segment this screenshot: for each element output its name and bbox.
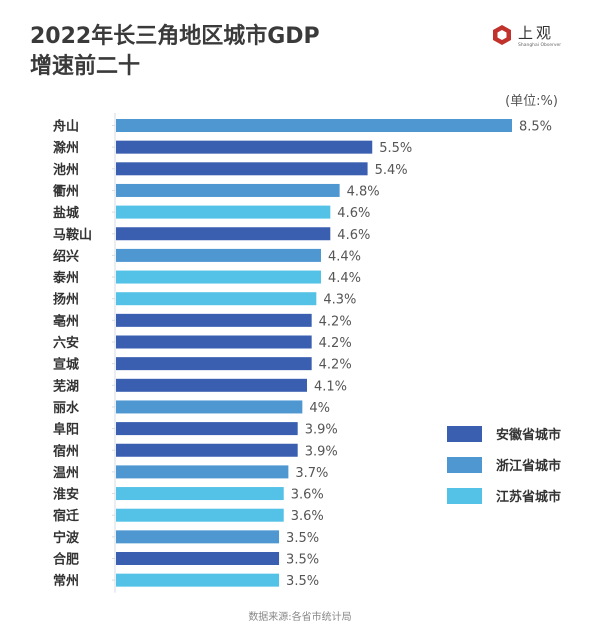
- value-label: 4.4%: [328, 249, 361, 264]
- value-label: 5.5%: [379, 141, 412, 156]
- value-label: 4.2%: [319, 358, 352, 373]
- bar-常州: [116, 573, 280, 587]
- category-label: 马鞍山: [53, 227, 92, 243]
- legend: 安徽省城市 浙江省城市 江苏省城市: [447, 418, 561, 511]
- bar-泰州: [116, 270, 321, 284]
- legend-label-jiangsu: 江苏省城市: [496, 490, 562, 505]
- bar-滁州: [116, 140, 373, 154]
- value-label: 3.9%: [305, 423, 338, 438]
- category-label: 阜阳: [53, 422, 79, 438]
- category-label: 宣城: [53, 357, 79, 373]
- bar-温州: [116, 465, 289, 479]
- value-label: 3.6%: [291, 488, 324, 503]
- category-label: 常州: [53, 573, 79, 589]
- value-label: 4.4%: [328, 271, 361, 286]
- bar-六安: [116, 335, 312, 349]
- chart-title: 2022年长三角地区城市GDP 增速前二十: [30, 22, 320, 82]
- value-label: 4.1%: [314, 379, 347, 394]
- logo-text-cn: 上观: [518, 24, 555, 42]
- value-label: 3.5%: [286, 574, 319, 589]
- shanghai-observer-logo: 上观 Shanghai Observer: [491, 20, 591, 56]
- category-label: 宿迁: [53, 508, 79, 524]
- category-label: 宿州: [53, 443, 79, 459]
- source-note: 数据来源:各省市统计局: [248, 612, 352, 623]
- category-label: 滁州: [53, 140, 79, 156]
- category-label: 绍兴: [53, 248, 79, 264]
- legend-label-anhui: 安徽省城市: [496, 428, 562, 443]
- value-label: 3.5%: [286, 553, 319, 568]
- bar-芜湖: [116, 378, 308, 392]
- bar-宣城: [116, 357, 312, 371]
- bar-衢州: [116, 183, 340, 197]
- value-label: 4.8%: [347, 184, 380, 199]
- bar-盐城: [116, 205, 331, 219]
- value-label: 4.6%: [337, 206, 370, 221]
- bar-绍兴: [116, 248, 321, 262]
- unit-label: (单位:%): [505, 94, 558, 109]
- bar-舟山: [116, 119, 512, 132]
- value-label: 3.6%: [291, 509, 324, 524]
- bar-阜阳: [116, 422, 298, 436]
- bar-宿州: [116, 443, 298, 457]
- bar-淮安: [116, 487, 284, 501]
- category-label: 泰州: [52, 270, 79, 286]
- value-label: 4.2%: [319, 336, 352, 351]
- legend-item-anhui: 安徽省城市: [447, 418, 561, 449]
- bar-马鞍山: [116, 227, 331, 241]
- bar-宿迁: [116, 508, 284, 522]
- category-label: 丽水: [53, 400, 80, 416]
- category-label: 合肥: [53, 552, 79, 568]
- logo-text-en: Shanghai Observer: [518, 43, 562, 48]
- category-label: 温州: [53, 466, 79, 481]
- shanghai-observer-logo-icon: [493, 25, 511, 45]
- bar-合肥: [116, 552, 280, 565]
- legend-label-zhejiang: 浙江省城市: [496, 459, 562, 474]
- value-label: 3.9%: [305, 444, 338, 459]
- category-label: 芜湖: [53, 378, 79, 394]
- category-label: 宁波: [53, 530, 80, 546]
- legend-swatch-zhejiang: [447, 456, 482, 473]
- category-label: 淮安: [52, 487, 79, 503]
- category-label: 衢州: [53, 183, 79, 199]
- value-label: 8.5%: [519, 120, 552, 135]
- category-label: 扬州: [53, 292, 79, 308]
- bar-扬州: [116, 292, 317, 306]
- title-line-2: 增速前二十: [30, 54, 141, 79]
- legend-swatch-jiangsu: [447, 487, 482, 504]
- value-label: 5.4%: [375, 163, 408, 178]
- value-label: 4.2%: [319, 314, 352, 329]
- value-label: 4.3%: [323, 293, 356, 308]
- value-label: 4.6%: [337, 228, 370, 243]
- bar-池州: [116, 162, 368, 176]
- category-label: 池州: [53, 162, 79, 178]
- legend-swatch-anhui: [447, 425, 482, 442]
- value-label: 3.5%: [286, 531, 319, 546]
- value-label: 4%: [309, 401, 330, 416]
- bar-丽水: [116, 400, 303, 414]
- bar-chart: 舟山 8.5% 滁州 5.5% 池州 5.4% 衢州 4.8% 盐城 4.6% 马鞍山 4.6% 绍兴 4…: [52, 113, 552, 593]
- category-label: 舟山: [53, 119, 79, 135]
- bar-宁波: [116, 530, 280, 544]
- legend-item-jiangsu: 江苏省城市: [447, 480, 561, 511]
- value-label: 3.7%: [295, 466, 328, 481]
- title-line-1: 2022年长三角地区城市GDP: [30, 24, 320, 49]
- category-label: 盐城: [53, 205, 79, 221]
- category-label: 亳州: [53, 313, 79, 329]
- legend-item-zhejiang: 浙江省城市: [447, 449, 561, 480]
- category-label: 六安: [53, 335, 79, 351]
- bar-亳州: [116, 313, 312, 327]
